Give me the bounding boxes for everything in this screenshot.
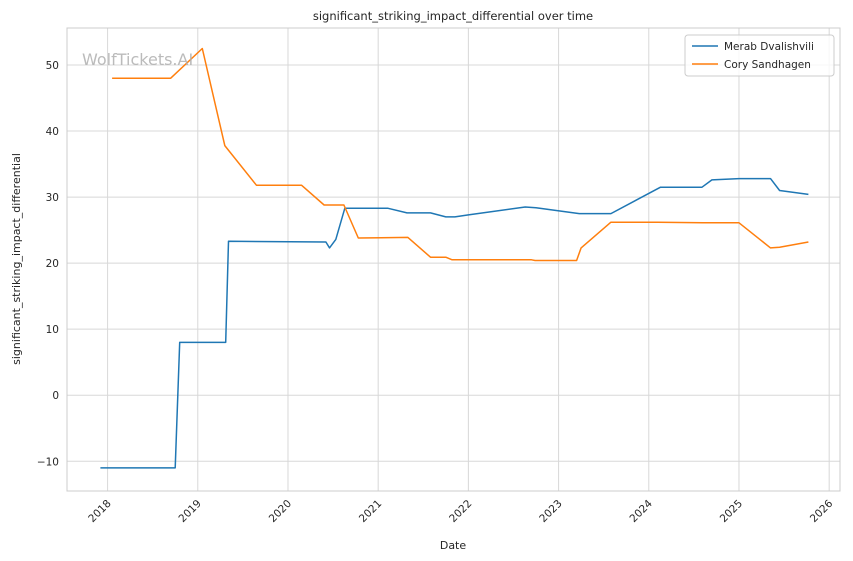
y-tick-label: 0 xyxy=(52,390,59,402)
legend-entry-cory-sandhagen: Cory Sandhagen xyxy=(724,59,811,71)
plot-frame xyxy=(66,27,841,492)
series-lines xyxy=(100,47,809,469)
legend: Merab Dvalishvili Cory Sandhagen xyxy=(684,34,835,77)
y-tick-label: 50 xyxy=(46,60,59,72)
series-line-cory-sandhagen xyxy=(112,47,809,262)
y-tick-label: 40 xyxy=(46,126,59,138)
y-tick-label: −10 xyxy=(37,456,59,468)
series-line-merab-dvalishvili xyxy=(100,177,809,469)
legend-box xyxy=(684,34,835,77)
y-tick-label: 20 xyxy=(46,258,59,270)
chart-title: significant_striking_impact_differential… xyxy=(313,9,593,23)
legend-entry-merab-dvalishvili: Merab Dvalishvili xyxy=(724,41,814,53)
y-axis-ticks: −10 0 10 20 30 40 50 xyxy=(37,60,59,468)
y-tick-label: 30 xyxy=(46,192,59,204)
grid xyxy=(67,28,840,491)
y-tick-label: 10 xyxy=(46,324,59,336)
y-axis-label: significant_striking_impact_differential xyxy=(10,153,23,365)
x-axis-label: Date xyxy=(440,539,467,552)
watermark-text: WolfTickets.AI xyxy=(82,50,193,69)
